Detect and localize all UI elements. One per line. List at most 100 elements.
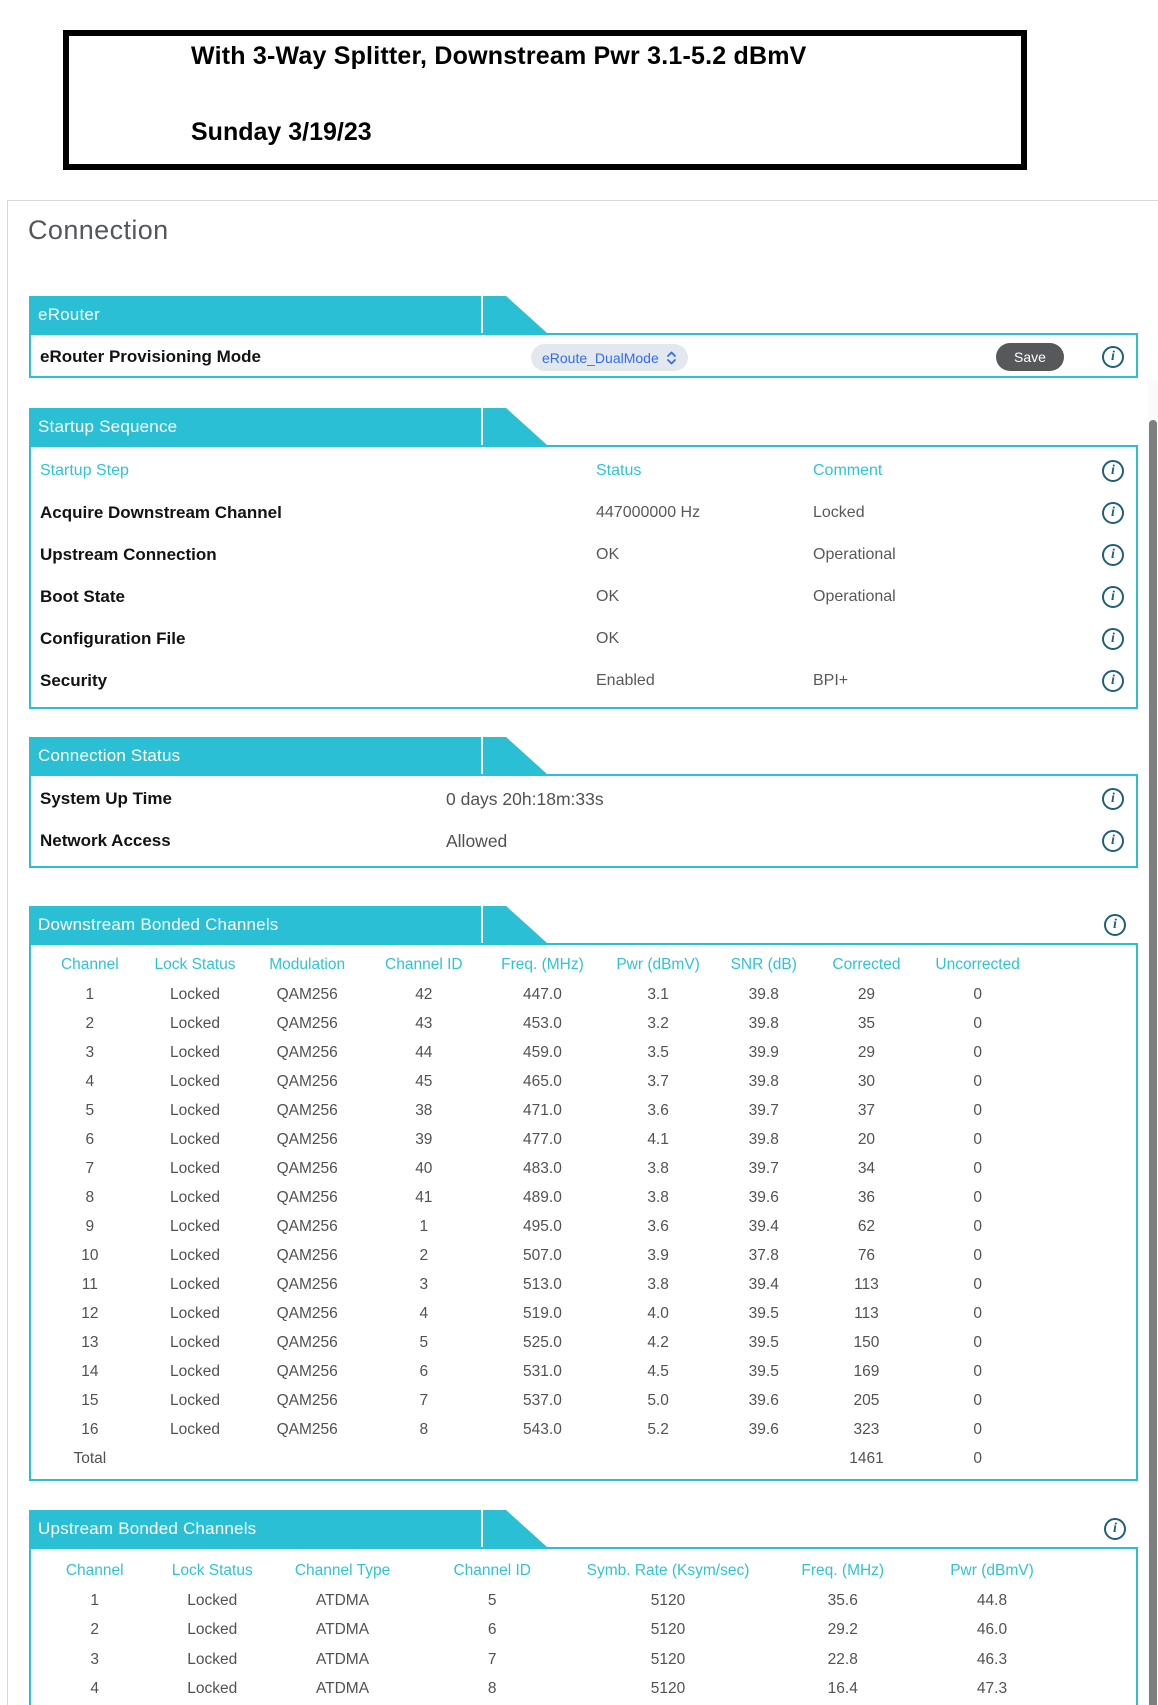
table-cell: Locked <box>170 1072 221 1090</box>
table-cell: 507.0 <box>523 1246 562 1264</box>
col-header-lock-status: Lock Status <box>171 1561 253 1579</box>
table-cell: 3.6 <box>647 1101 669 1119</box>
downstream-table: Channel Lock Status Modulation Channel I… <box>39 950 1036 1473</box>
connection-status-banner: Connection Status <box>29 737 481 774</box>
info-icon[interactable] <box>1102 346 1124 368</box>
col-header-channel: Channel <box>60 955 119 973</box>
info-icon[interactable] <box>1104 1517 1126 1540</box>
table-row: 11 Locked QAM256 3 513.0 3.8 39.4 113 0 <box>39 1270 1036 1299</box>
table-cell: 62 <box>857 1217 876 1235</box>
table-cell: 38 <box>415 1101 433 1119</box>
uptime-label: System Up Time <box>40 789 172 808</box>
table-row: 7 Locked QAM256 40 483.0 3.8 39.7 34 0 <box>39 1154 1036 1183</box>
table-cell: 323 <box>853 1420 880 1438</box>
table-cell: 2 <box>419 1246 429 1264</box>
table-cell: 20 <box>857 1130 876 1148</box>
table-row: 4 Locked QAM256 45 465.0 3.7 39.8 30 0 <box>39 1067 1036 1096</box>
table-cell: Locked <box>170 1304 221 1322</box>
startup-sequence-section: Startup Sequence Startup Step Status Com… <box>29 408 1138 709</box>
table-cell: 477.0 <box>523 1130 562 1148</box>
table-cell: QAM256 <box>276 1072 338 1090</box>
table-cell: 39.7 <box>748 1159 779 1177</box>
table-cell: 5 <box>419 1333 429 1351</box>
table-cell: 39 <box>415 1130 433 1148</box>
table-cell: 150 <box>853 1333 880 1351</box>
table-cell: 12 <box>81 1304 99 1322</box>
table-cell: 42 <box>415 985 433 1003</box>
comment-header: Comment <box>813 462 883 479</box>
table-cell: 0 <box>973 1043 982 1061</box>
table-cell: 525.0 <box>523 1333 562 1351</box>
up-down-chevrons-icon <box>666 351 676 364</box>
row-comment: Locked <box>813 504 865 521</box>
table-cell: 4 <box>90 1680 99 1698</box>
provisioning-mode-dropdown[interactable]: eRoute_DualMode <box>531 344 688 371</box>
table-cell: 0 <box>973 1420 982 1438</box>
connection-status-banner-label: Connection Status <box>38 746 181 765</box>
table-cell: 531.0 <box>523 1362 562 1380</box>
table-cell: 0 <box>973 1159 982 1177</box>
upstream-table: Channel Lock Status Channel Type Channel… <box>39 1556 1061 1704</box>
info-icon[interactable] <box>1102 830 1124 852</box>
row-comment: Operational <box>813 546 896 563</box>
startup-row-acquire: Acquire Downstream Channel 447000000 Hz … <box>31 492 1136 534</box>
info-icon[interactable] <box>1104 913 1126 936</box>
table-cell: 30 <box>857 1072 876 1090</box>
table-cell: 39.5 <box>748 1333 779 1351</box>
row-comment: Operational <box>813 588 896 605</box>
content-card: Connection eRouter eRouter Provisioning … <box>7 200 1158 1705</box>
row-status: Enabled <box>596 672 655 689</box>
info-icon[interactable] <box>1102 460 1124 482</box>
info-icon[interactable] <box>1102 788 1124 810</box>
upstream-banner: Upstream Bonded Channels <box>29 1510 481 1547</box>
table-cell: 205 <box>853 1391 880 1409</box>
table-cell: Locked <box>187 1650 238 1668</box>
table-row: 9 Locked QAM256 1 495.0 3.6 39.4 62 0 <box>39 1212 1036 1241</box>
provisioning-mode-value: eRoute_DualMode <box>542 349 659 366</box>
table-cell: 45 <box>415 1072 433 1090</box>
save-button[interactable]: Save <box>996 343 1064 371</box>
table-row: 8 Locked QAM256 41 489.0 3.8 39.6 36 0 <box>39 1183 1036 1212</box>
scrollbar-thumb[interactable] <box>1149 420 1157 1705</box>
table-cell: QAM256 <box>276 1420 338 1438</box>
table-cell: 39.4 <box>748 1217 779 1235</box>
info-icon[interactable] <box>1102 544 1124 566</box>
table-cell <box>365 1444 483 1473</box>
network-access-label: Network Access <box>40 831 171 850</box>
table-cell: 44.8 <box>976 1591 1008 1609</box>
col-header-modulation: Modulation <box>269 955 346 973</box>
row-label: Boot State <box>40 587 125 606</box>
table-cell: QAM256 <box>276 1333 338 1351</box>
row-label: Configuration File <box>40 629 186 648</box>
table-cell: 34 <box>857 1159 876 1177</box>
row-comment: BPI+ <box>813 672 849 689</box>
col-header-channel-type: Channel Type <box>294 1561 391 1579</box>
table-cell: Total <box>73 1449 107 1467</box>
info-icon[interactable] <box>1102 502 1124 524</box>
connection-status-section: Connection Status System Up Time 0 days … <box>29 737 1138 868</box>
row-status: OK <box>596 546 620 563</box>
table-cell: Locked <box>170 1275 221 1293</box>
table-cell: Locked <box>170 1159 221 1177</box>
table-row: 10 Locked QAM256 2 507.0 3.9 37.8 76 0 <box>39 1241 1036 1270</box>
table-cell: 4 <box>419 1304 429 1322</box>
col-header-lock-status: Lock Status <box>154 955 236 973</box>
col-header-channel-id: Channel ID <box>453 1561 531 1579</box>
table-cell: 3.7 <box>647 1072 669 1090</box>
table-cell: QAM256 <box>276 1362 338 1380</box>
table-cell: 537.0 <box>523 1391 562 1409</box>
info-icon[interactable] <box>1102 628 1124 650</box>
info-icon[interactable] <box>1102 670 1124 692</box>
uptime-value: 0 days 20h:18m:33s <box>446 788 604 809</box>
table-cell: 35.6 <box>827 1591 858 1609</box>
status-header: Status <box>596 462 642 479</box>
startup-step-header: Startup Step <box>40 462 129 479</box>
startup-row-security: Security Enabled BPI+ <box>31 660 1136 702</box>
info-icon[interactable] <box>1102 586 1124 608</box>
table-cell: 6 <box>85 1130 95 1148</box>
table-cell: 14 <box>81 1362 99 1380</box>
table-row: 3 Locked QAM256 44 459.0 3.5 39.9 29 0 <box>39 1038 1036 1067</box>
table-cell: 0 <box>973 1333 982 1351</box>
table-cell: 0 <box>973 1391 982 1409</box>
erouter-banner: eRouter <box>29 296 481 333</box>
